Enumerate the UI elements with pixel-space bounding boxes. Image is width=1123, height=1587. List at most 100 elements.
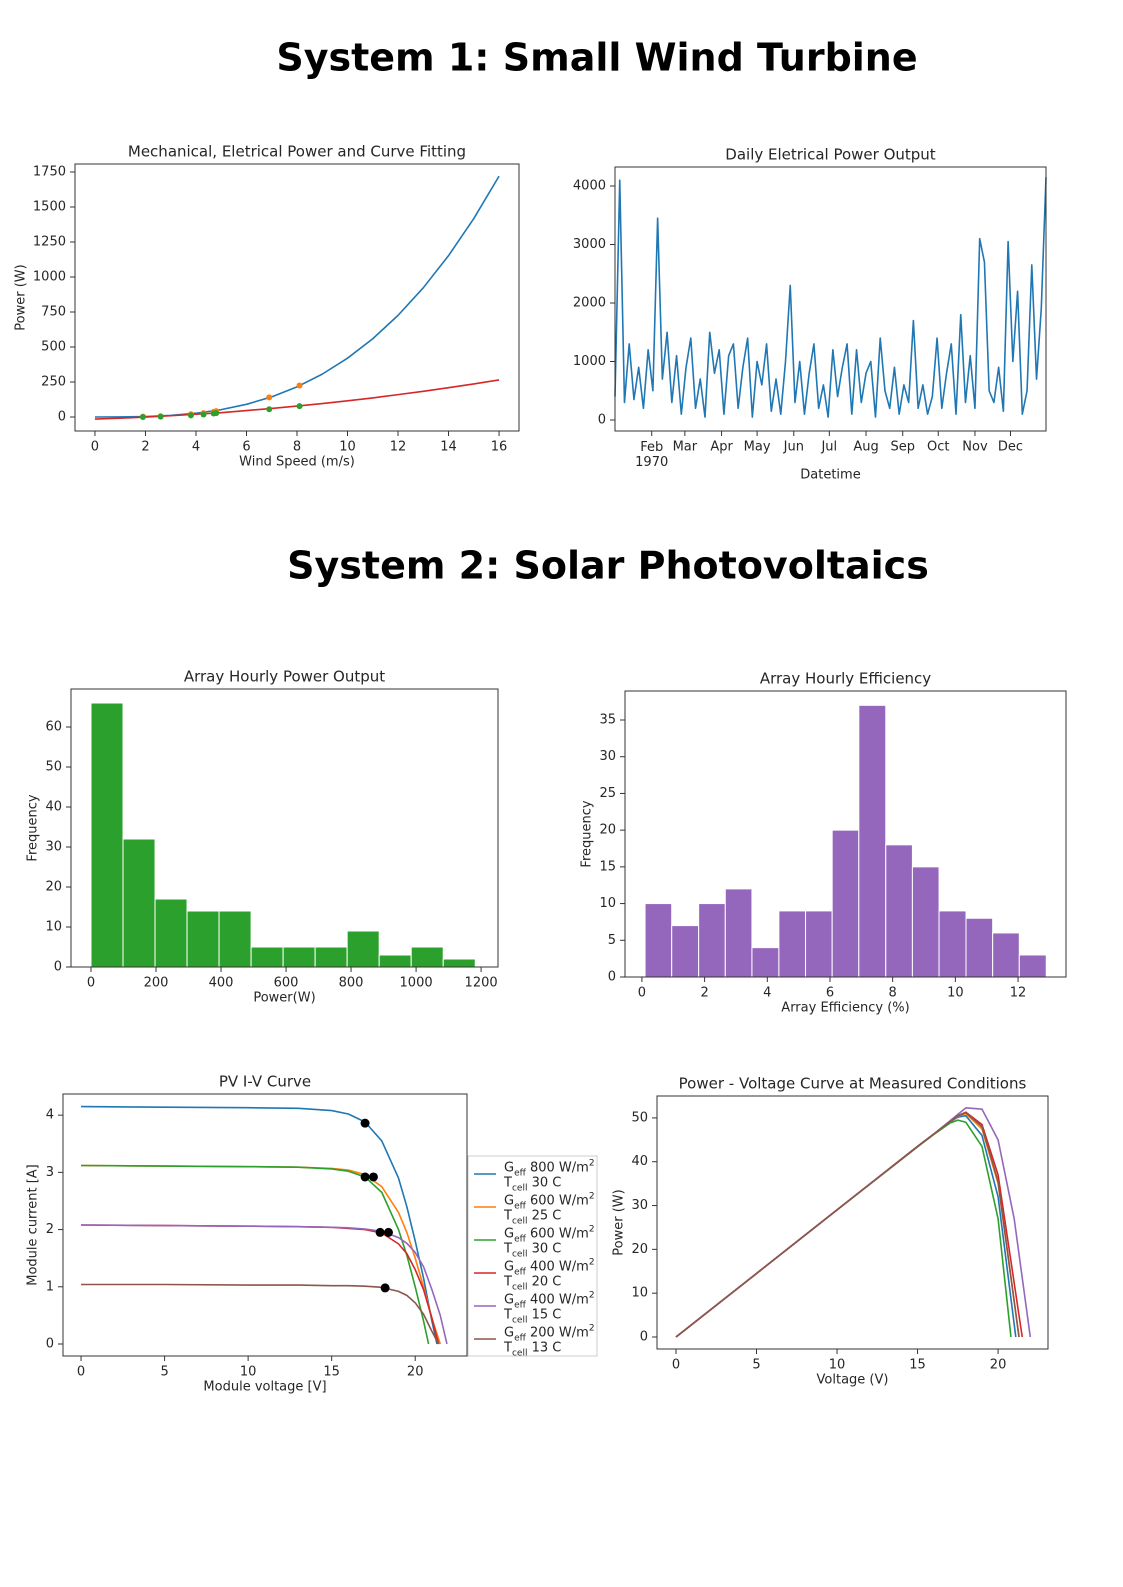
data-line: [675, 1111, 1024, 1338]
data-point: [213, 410, 220, 417]
histogram-bar: [698, 903, 726, 978]
x-tick-label: 10: [947, 986, 964, 1001]
y-tick-label: 25: [599, 786, 616, 801]
legend-label: Geff 200 W/m2 Tcell 13 C: [503, 1323, 595, 1358]
y-tick-label: 250: [41, 374, 66, 389]
histogram-bar: [154, 898, 188, 968]
x-tick-label: 5: [752, 1358, 760, 1373]
data-point: [187, 412, 194, 419]
y-tick-label: 40: [45, 800, 62, 815]
data-point: [266, 394, 273, 401]
x-tick-label: 12: [390, 440, 407, 455]
x-tick-label: Mar: [673, 440, 698, 455]
axes-frame: [74, 163, 520, 432]
data-point: [383, 1227, 393, 1237]
chart: PV I-V Curve 0 5 10 15 20 0 1 2 3 4 Module voltage …: [26, 1073, 598, 1395]
data-line: [81, 1283, 440, 1345]
x-tick-label: 10: [339, 440, 356, 455]
x-tick-label: 4: [763, 986, 771, 1001]
data-point: [375, 1227, 385, 1237]
histogram-bar: [442, 958, 476, 968]
y-tick-label: 30: [631, 1198, 648, 1213]
histogram-bar: [410, 946, 444, 968]
y-tick-label: 4: [46, 1108, 54, 1123]
y-tick-label: 15: [599, 859, 616, 874]
y-axis-label: Module current [A]: [26, 1164, 41, 1285]
x-tick-label: Apr: [710, 440, 733, 455]
histogram-bar: [90, 702, 124, 968]
histogram-bar: [218, 910, 252, 968]
legend-label: Geff 600 W/m2 Tcell 30 C: [503, 1224, 595, 1259]
x-tick-label: 1200: [465, 976, 498, 991]
y-tick-label: 2000: [573, 296, 606, 311]
y-tick-label: 35: [599, 713, 616, 728]
x-tick-label: Oct: [927, 440, 949, 455]
x-tick-label: 15: [909, 1358, 926, 1373]
y-tick-label: 1500: [33, 199, 66, 214]
x-tick-label: 2: [141, 440, 149, 455]
data-point: [380, 1283, 390, 1293]
y-tick-label: 1000: [573, 354, 606, 369]
y-tick-label: 0: [640, 1329, 648, 1344]
x-tick-label: 16: [491, 440, 508, 455]
data-point: [157, 413, 164, 420]
data-line: [81, 1105, 438, 1345]
axes-frame: [624, 690, 1067, 978]
x-tick-label: 0: [91, 440, 99, 455]
histogram-bar: [911, 866, 940, 978]
y-tick-label: 50: [45, 760, 62, 775]
x-axis-label: Array Efficiency (%): [781, 1001, 909, 1016]
data-point: [360, 1172, 370, 1182]
x-tick-label: 0: [638, 986, 646, 1001]
chart: Power - Voltage Curve at Measured Condit…: [612, 1075, 1049, 1388]
x-tick-label: 200: [144, 976, 169, 991]
x-tick-label: 15: [323, 1365, 340, 1380]
legend-label: Geff 400 W/m2 Tcell 15 C: [503, 1290, 595, 1325]
data-line: [675, 1114, 1017, 1338]
x-tick-label: 800: [339, 976, 364, 991]
legend-box: [467, 1155, 598, 1357]
data-point: [139, 413, 146, 420]
data-point: [360, 1118, 370, 1128]
x-tick-label: 20: [990, 1358, 1007, 1373]
x-tick-label: 0: [87, 976, 95, 991]
x-tick-label: 14: [440, 440, 457, 455]
data-point: [296, 382, 303, 389]
y-tick-label: 3000: [573, 237, 606, 252]
histogram-bar: [314, 946, 348, 968]
y-tick-label: 10: [599, 896, 616, 911]
histogram-bar: [938, 910, 967, 978]
chart: Mechanical, Eletrical Power and Curve Fi…: [14, 143, 520, 470]
x-tick-label: 10: [829, 1358, 846, 1373]
x-tick-label: 400: [209, 976, 234, 991]
x-tick-label: Jun: [783, 440, 804, 455]
data-line: [675, 1112, 1020, 1338]
axes-frame: [614, 166, 1047, 432]
histogram-bar: [724, 888, 753, 978]
histogram-bar: [831, 829, 860, 978]
y-tick-label: 2: [46, 1222, 54, 1237]
legend-label: Geff 600 W/m2 Tcell 25 C: [503, 1191, 595, 1226]
y-tick-label: 10: [631, 1286, 648, 1301]
x-tick-label: 20: [407, 1365, 424, 1380]
x-tick-label: May: [744, 440, 771, 455]
y-tick-label: 0: [46, 1336, 54, 1351]
x-tick-label: Sep: [890, 440, 915, 455]
histogram-bar: [346, 930, 380, 968]
histogram-bar: [644, 903, 673, 978]
histogram-bar: [751, 947, 780, 978]
y-tick-label: 0: [598, 413, 606, 428]
y-tick-label: 20: [631, 1242, 648, 1257]
y-tick-label: 20: [599, 823, 616, 838]
data-point: [266, 406, 273, 413]
x-tick-label: 0: [77, 1365, 85, 1380]
histogram-bar: [965, 917, 994, 978]
y-axis-label: Power (W): [612, 1189, 627, 1255]
y-tick-label: 0: [58, 409, 66, 424]
data-line: [614, 177, 1047, 418]
histogram-bar: [122, 838, 156, 968]
y-tick-label: 20: [45, 880, 62, 895]
chart-title: Array Hourly Efficiency: [760, 670, 931, 688]
histogram-bar: [1018, 954, 1047, 978]
y-axis-label: Frequency: [26, 794, 41, 861]
